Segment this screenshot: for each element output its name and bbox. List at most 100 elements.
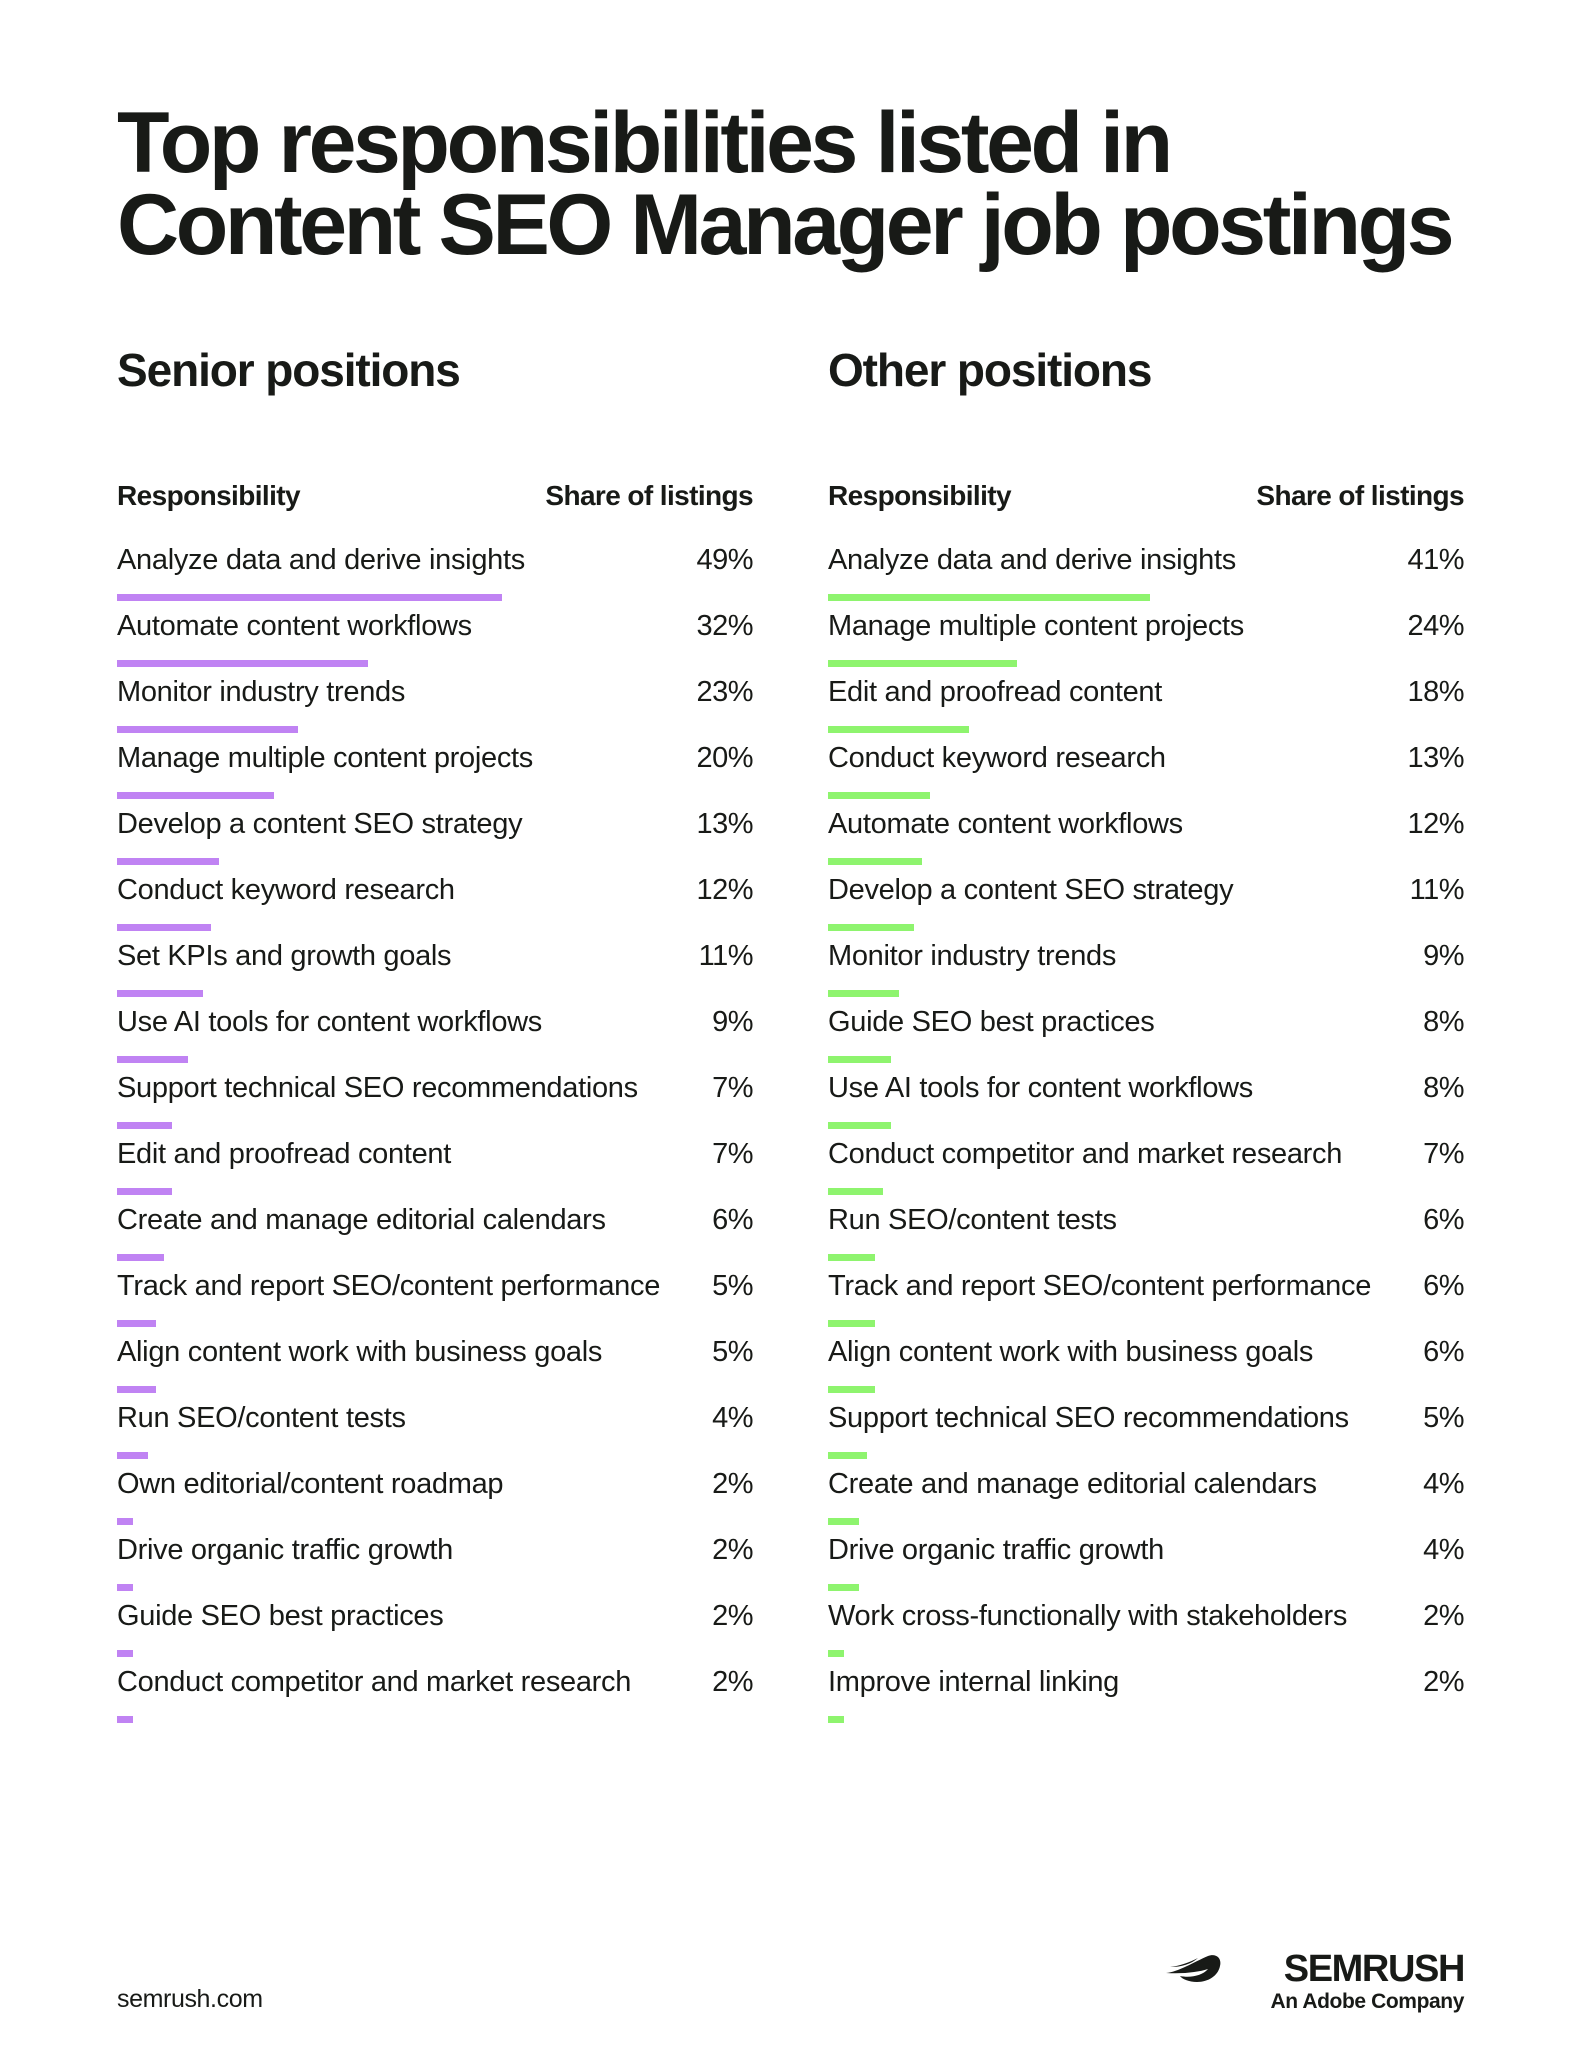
value-label: 2% xyxy=(712,1600,753,1632)
chart-row: Develop a content SEO strategy 11% xyxy=(828,874,1465,942)
bar xyxy=(117,660,368,667)
value-label: 12% xyxy=(1407,808,1464,840)
chart-row: Analyze data and derive insights 49% xyxy=(117,546,753,612)
chart-title: Senior positions xyxy=(117,344,461,396)
responsibility-column-header: Responsibility xyxy=(117,480,301,511)
category-label: Work cross-functionally with stakeholder… xyxy=(828,1600,1348,1632)
bar xyxy=(828,1716,844,1723)
category-label: Analyze data and derive insights xyxy=(828,544,1236,576)
category-label: Monitor industry trends xyxy=(828,940,1117,972)
category-label: Monitor industry trends xyxy=(117,676,406,708)
bar xyxy=(117,858,219,865)
chart-row: Analyze data and derive insights 41% xyxy=(828,546,1464,612)
chart-row: Edit and proofread content 7% xyxy=(117,1140,753,1206)
value-label: 7% xyxy=(1423,1138,1464,1170)
category-label: Improve internal linking xyxy=(828,1666,1119,1698)
value-label: 2% xyxy=(712,1534,753,1566)
bar xyxy=(828,1386,875,1393)
bar xyxy=(828,1188,883,1195)
chart-row: Use AI tools for content workflows 9% xyxy=(117,1008,753,1074)
value-label: 41% xyxy=(1407,544,1464,576)
chart-row: Run SEO/content tests 4% xyxy=(117,1404,753,1470)
bar xyxy=(828,594,1150,601)
category-label: Create and manage editorial calendars xyxy=(828,1468,1317,1500)
chart-header-row: Responsibility Share of listings xyxy=(117,479,754,513)
category-label: Automate content workflows xyxy=(117,610,472,642)
value-label: 20% xyxy=(696,742,753,774)
bar xyxy=(828,1122,891,1129)
value-label: 9% xyxy=(712,1006,753,1038)
value-label: 5% xyxy=(1423,1402,1464,1434)
category-label: Manage multiple content projects xyxy=(828,610,1244,642)
senior-positions-chart: Senior positions Responsibility Share of… xyxy=(117,340,754,1734)
value-label: 7% xyxy=(712,1072,753,1104)
footer-url-link[interactable]: semrush.com xyxy=(117,1985,263,2013)
bar xyxy=(117,792,274,799)
responsibility-column-header: Responsibility xyxy=(828,480,1012,511)
category-label: Run SEO/content tests xyxy=(828,1204,1117,1236)
chart-header-row: Responsibility Share of listings xyxy=(828,479,1465,513)
bar xyxy=(828,1056,891,1063)
chart-row: Edit and proofread content 18% xyxy=(828,678,1464,744)
category-label: Guide SEO best practices xyxy=(117,1600,444,1632)
bar xyxy=(828,1584,859,1591)
chart-row: Use AI tools for content workflows 8% xyxy=(828,1074,1464,1140)
chart-row: Own editorial/content roadmap 2% xyxy=(117,1470,753,1536)
value-label: 49% xyxy=(696,544,753,576)
bar xyxy=(117,1122,172,1129)
category-label: Own editorial/content roadmap xyxy=(117,1468,504,1500)
value-label: 6% xyxy=(1423,1270,1464,1302)
chart-row: Track and report SEO/content performance… xyxy=(828,1272,1464,1338)
category-label: Use AI tools for content workflows xyxy=(828,1072,1253,1104)
value-label: 6% xyxy=(1423,1336,1464,1368)
page-title: Top responsibilities listed in Content S… xyxy=(117,95,1455,273)
chart-row: Monitor industry trends 9% xyxy=(828,942,1464,1008)
chart-row: Run SEO/content tests 6% xyxy=(828,1206,1464,1272)
bar xyxy=(828,1518,859,1525)
category-label: Support technical SEO recommendations xyxy=(828,1402,1349,1434)
chart-row: Develop a content SEO strategy 13% xyxy=(117,810,753,876)
bar xyxy=(828,660,1017,667)
value-label: 8% xyxy=(1423,1006,1464,1038)
chart-row: Monitor industry trends 23% xyxy=(117,678,753,744)
chart-row: Conduct keyword research 12% xyxy=(117,876,753,942)
bar xyxy=(117,924,211,931)
value-label: 11% xyxy=(1409,874,1465,906)
value-label: 11% xyxy=(698,940,754,972)
bar xyxy=(117,1320,156,1327)
bar xyxy=(828,1452,867,1459)
category-label: Edit and proofread content xyxy=(828,676,1162,708)
chart-row: Improve internal linking 2% xyxy=(828,1668,1464,1734)
value-label: 18% xyxy=(1407,676,1464,708)
category-label: Align content work with business goals xyxy=(828,1336,1314,1368)
category-label: Align content work with business goals xyxy=(117,1336,603,1368)
bar xyxy=(828,1320,875,1327)
category-label: Develop a content SEO strategy xyxy=(828,874,1234,906)
chart-row: Track and report SEO/content performance… xyxy=(117,1272,753,1338)
bar xyxy=(828,792,930,799)
bar xyxy=(117,1452,148,1459)
value-label: 4% xyxy=(1423,1468,1464,1500)
bar xyxy=(828,1650,844,1657)
value-label: 6% xyxy=(1423,1204,1464,1236)
value-label: 6% xyxy=(712,1204,753,1236)
category-label: Conduct keyword research xyxy=(117,874,455,906)
value-label: 5% xyxy=(712,1336,753,1368)
value-label: 7% xyxy=(712,1138,753,1170)
chart-row: Align content work with business goals 6% xyxy=(828,1338,1464,1404)
bar xyxy=(117,726,298,733)
value-label: 13% xyxy=(1407,742,1464,774)
chart-row: Automate content workflows 32% xyxy=(117,612,753,678)
value-label: 13% xyxy=(696,808,753,840)
category-label: Set KPIs and growth goals xyxy=(117,940,452,972)
bar xyxy=(117,594,502,601)
chart-row: Drive organic traffic growth 4% xyxy=(828,1536,1464,1602)
chart-row: Support technical SEO recommendations 5% xyxy=(828,1404,1464,1470)
category-label: Create and manage editorial calendars xyxy=(117,1204,606,1236)
bar xyxy=(828,990,899,997)
bar xyxy=(117,990,203,997)
semrush-logo: SEMRUSH An Adobe Company xyxy=(1164,1948,1466,2013)
value-label: 2% xyxy=(1423,1600,1464,1632)
brand-name: SEMRUSH xyxy=(1283,1948,1466,1990)
category-label: Support technical SEO recommendations xyxy=(117,1072,638,1104)
